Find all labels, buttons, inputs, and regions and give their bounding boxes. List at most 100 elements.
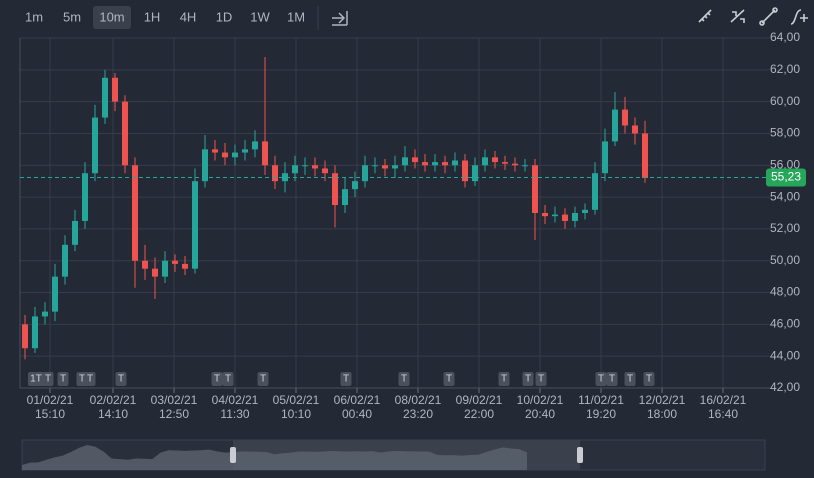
- x-tick-label: 10/02/21 20:40: [517, 393, 564, 421]
- y-tick-label: 52,00: [770, 221, 800, 235]
- event-marker-label: T: [627, 374, 633, 385]
- interval-button[interactable]: 5m: [63, 9, 81, 24]
- y-tick-label: 62,00: [770, 62, 800, 76]
- event-marker: [398, 372, 410, 386]
- last-price-label: 55,23: [771, 170, 801, 184]
- x-tick-label: 12/02/21 18:00: [639, 393, 686, 421]
- event-marker: [222, 372, 234, 386]
- candle-body: [622, 109, 628, 126]
- interval-button[interactable]: 1H: [144, 9, 161, 24]
- candle-body: [332, 173, 338, 206]
- candle-body: [322, 168, 328, 174]
- candle-body: [452, 160, 458, 166]
- event-marker-label: T: [79, 374, 85, 385]
- event-marker-label: T: [646, 374, 652, 385]
- event-marker: [498, 372, 510, 386]
- active-interval: [93, 6, 131, 29]
- candle-body: [392, 165, 398, 169]
- x-tick-label: 08/02/21 23:20: [395, 393, 442, 421]
- candle-body: [32, 316, 38, 349]
- event-marker: [606, 372, 618, 386]
- icon: [790, 9, 808, 25]
- candle-body: [602, 141, 608, 174]
- event-marker-label: T: [401, 374, 407, 385]
- candle-body: [412, 157, 418, 163]
- candle-body: [442, 162, 448, 166]
- trendline-icon[interactable]: [759, 7, 778, 26]
- candle-body: [142, 260, 148, 269]
- candle-body: [522, 165, 528, 167]
- event-marker-label: T: [609, 374, 615, 385]
- interval-button[interactable]: 1D: [216, 9, 233, 24]
- candle-body: [642, 133, 648, 178]
- y-tick-label: 64,00: [770, 30, 800, 44]
- interval-button[interactable]: 1W: [250, 9, 270, 24]
- candle-body: [252, 141, 258, 150]
- candle-body: [222, 152, 228, 158]
- event-marker-label: 1T: [30, 374, 42, 385]
- candle-body: [122, 101, 128, 166]
- navigator-handle[interactable]: [230, 447, 236, 463]
- indicator-icon[interactable]: [790, 9, 808, 25]
- x-tick-label: 03/02/21 12:50: [151, 393, 198, 421]
- candle-body: [112, 77, 118, 102]
- candle-body: [52, 276, 58, 312]
- candle-body: [152, 268, 158, 277]
- candle-body: [532, 165, 538, 213]
- candle-body: [272, 165, 278, 182]
- event-marker: [643, 372, 655, 386]
- event-marker: [595, 372, 607, 386]
- event-marker: [624, 372, 636, 386]
- candle-body: [172, 260, 178, 264]
- icon: [761, 9, 776, 24]
- y-tick-label: 56,00: [770, 157, 800, 171]
- event-marker: [443, 372, 455, 386]
- candle-body: [372, 165, 378, 167]
- event-marker-label: T: [538, 374, 544, 385]
- interval-button[interactable]: 1m: [25, 9, 43, 24]
- event-marker: [57, 372, 69, 386]
- x-tick-label: 02/02/21 14:10: [90, 393, 137, 421]
- y-tick-label: 42,00: [770, 380, 800, 394]
- candle-body: [482, 157, 488, 166]
- event-marker-label: T: [525, 374, 531, 385]
- candle-body: [282, 173, 288, 182]
- candle-body: [342, 189, 348, 206]
- event-marker: [28, 372, 44, 386]
- icon: [772, 7, 778, 13]
- event-marker-label: T: [60, 374, 66, 385]
- x-tick-label: 09/02/21 22:00: [456, 393, 503, 421]
- candle-body: [132, 165, 138, 261]
- candle-body: [422, 162, 428, 166]
- candle-body: [312, 165, 318, 169]
- event-marker: [257, 372, 269, 386]
- y-tick-label: 46,00: [770, 317, 800, 331]
- interval-button[interactable]: 1M: [287, 9, 305, 24]
- candle-body: [542, 213, 548, 217]
- candle-body: [162, 260, 168, 277]
- candle-body: [72, 220, 78, 245]
- event-marker: [522, 372, 534, 386]
- event-marker-label: T: [118, 374, 124, 385]
- interval-button[interactable]: 4H: [180, 9, 197, 24]
- ruler-icon[interactable]: [698, 9, 712, 23]
- go-to-end-icon[interactable]: [332, 11, 348, 26]
- candle-body: [362, 165, 368, 182]
- x-tick-label: 05/02/21 10:10: [273, 393, 320, 421]
- event-marker-label: T: [45, 374, 51, 385]
- event-marker-label: T: [446, 374, 452, 385]
- measure-icon[interactable]: [730, 9, 745, 23]
- interval-button[interactable]: 10m: [99, 9, 124, 24]
- candle-body: [382, 165, 388, 169]
- candle-body: [632, 125, 638, 134]
- candle-body: [472, 165, 478, 182]
- candle-body: [502, 162, 508, 164]
- icon: [759, 20, 765, 26]
- candle-body: [302, 165, 308, 167]
- candle-body: [462, 160, 468, 182]
- navigator-handle[interactable]: [577, 447, 583, 463]
- event-marker-label: T: [87, 374, 93, 385]
- y-tick-label: 44,00: [770, 348, 800, 362]
- y-tick-label: 58,00: [770, 126, 800, 140]
